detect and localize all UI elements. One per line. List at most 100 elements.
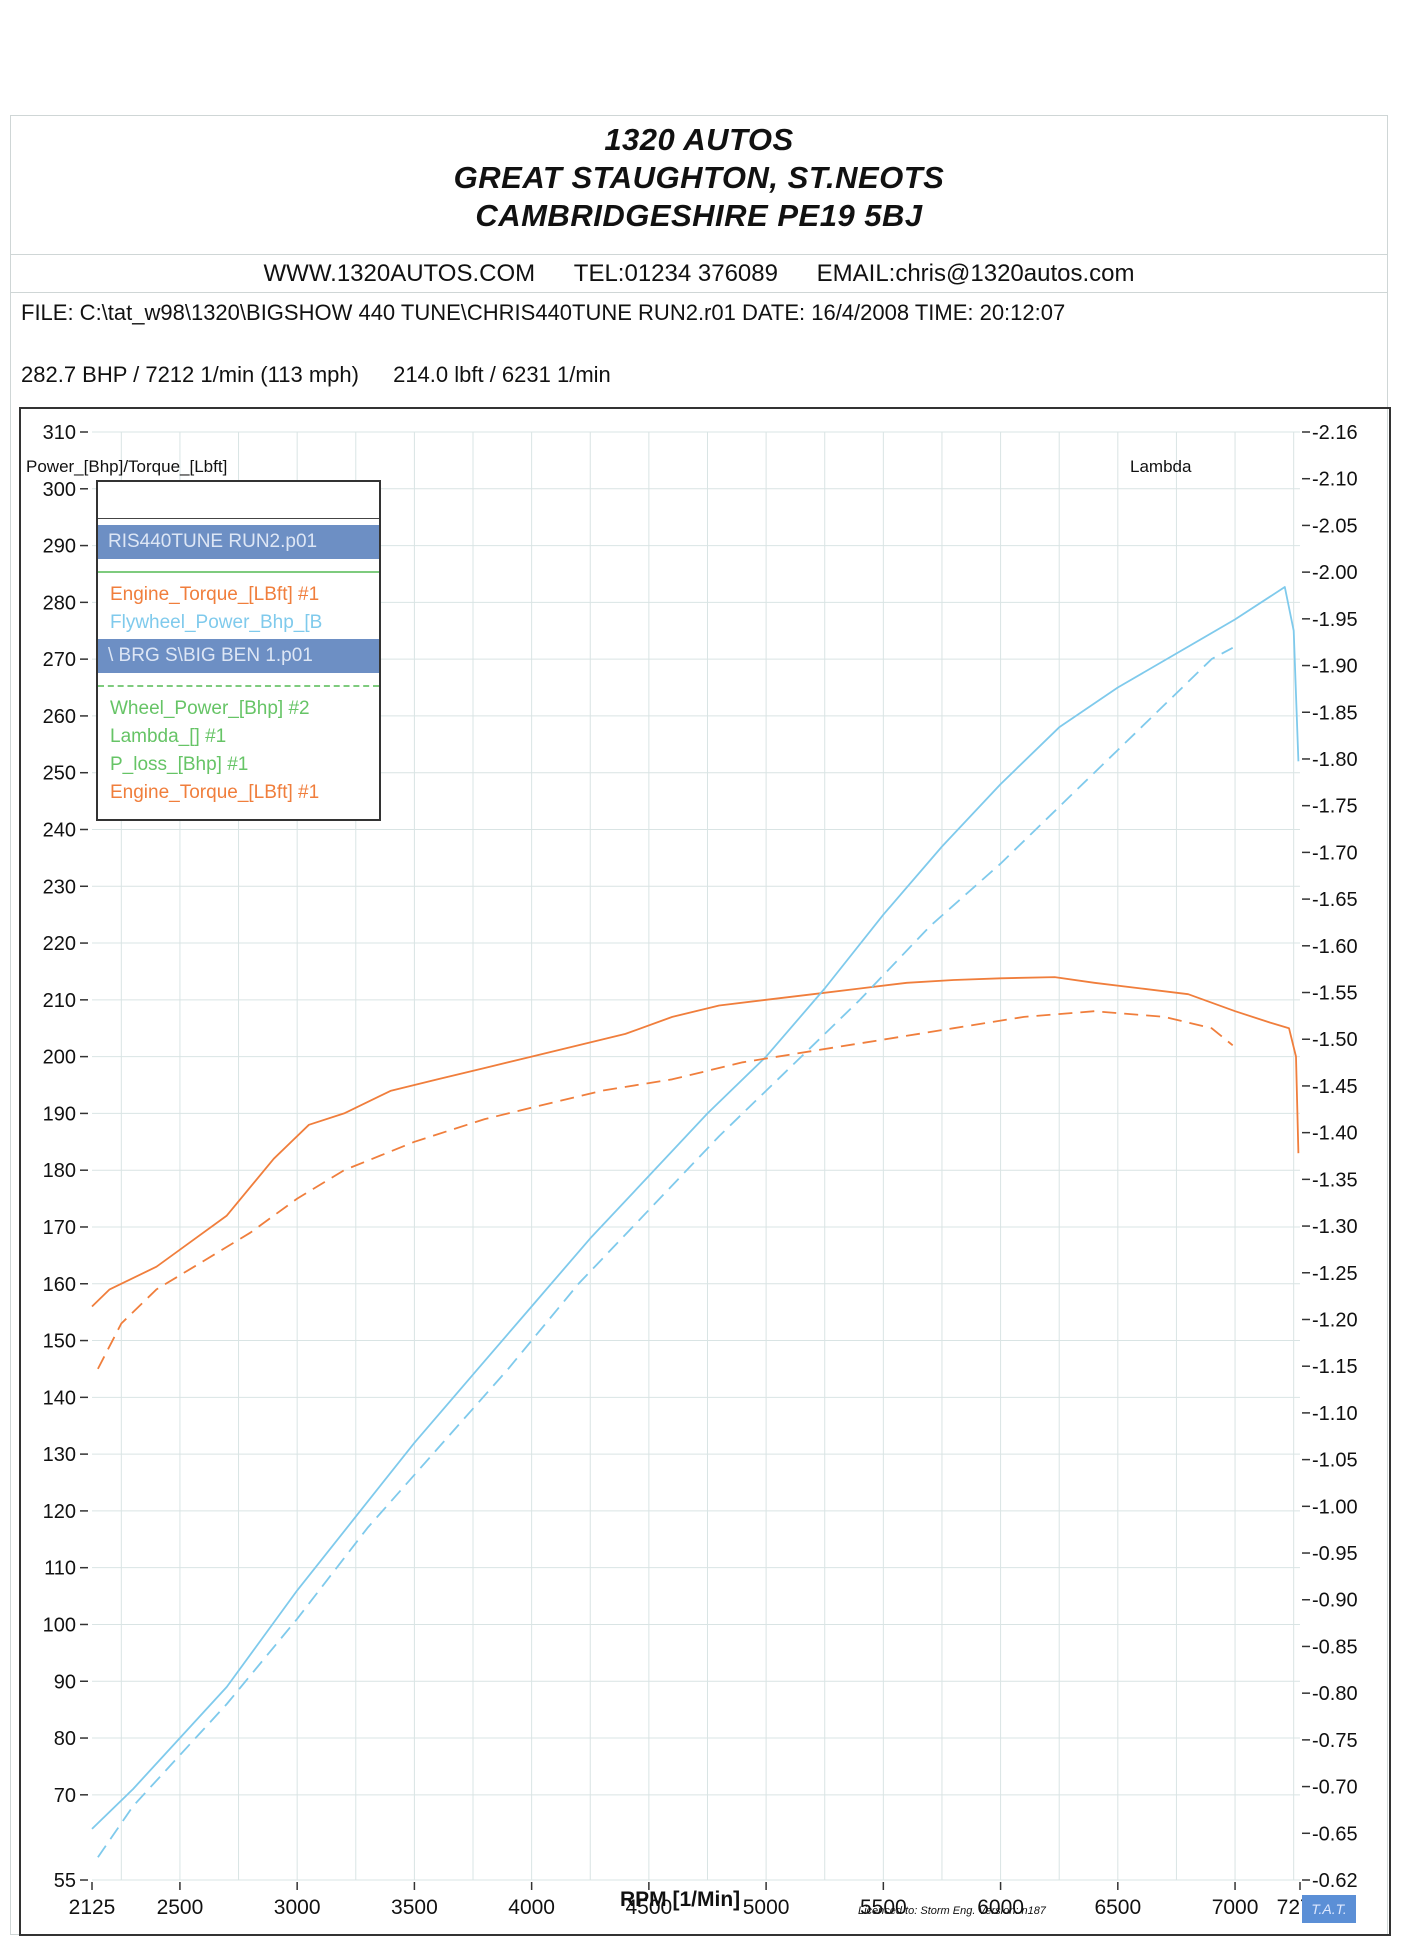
x-tick-label: 7000	[1212, 1896, 1259, 1919]
y2-tick-label: -1.15	[1312, 1356, 1358, 1378]
y-tick-label: 70	[54, 1785, 76, 1807]
y2-tick-label: -0.70	[1312, 1777, 1358, 1799]
legend-item-ploss[interactable]: P_loss_[Bhp] #1	[110, 754, 249, 775]
x-tick-label: 2500	[157, 1896, 204, 1919]
run-summary: 282.7 BHP / 7212 1/min (113 mph) 214.0 l…	[10, 355, 1388, 395]
series-line-wheel-power-bhp-2	[97, 647, 1234, 1858]
y-tick-label: 150	[43, 1331, 76, 1353]
legend-item-engine-torque[interactable]: Engine_Torque_[LBft] #1	[110, 584, 320, 605]
y-tick-label: 300	[43, 479, 76, 501]
series-line-flywheel-power-bhp-b	[91, 586, 1300, 1830]
x-tick-label: 3000	[274, 1896, 321, 1919]
y-tick-label: 130	[43, 1444, 76, 1466]
x-tick-label: 2125	[69, 1896, 116, 1919]
y2-tick-label: -1.00	[1312, 1496, 1358, 1518]
y-tick-label: 250	[43, 763, 76, 785]
y-axis-label: Power_[Bhp]/Torque_[Lbft]	[26, 457, 227, 476]
y-tick-label: 110	[44, 1558, 76, 1580]
legend-run1-file[interactable]: RIS440TUNE RUN2.p01	[98, 525, 379, 559]
contact-line: WWW.1320AUTOS.COM TEL:01234 376089 EMAIL…	[10, 255, 1388, 293]
y-tick-label: 220	[43, 933, 76, 955]
y-tick-label: 170	[43, 1217, 76, 1239]
y-tick-label: 290	[43, 536, 76, 558]
y-tick-label: 120	[43, 1501, 76, 1523]
legend-item-lambda[interactable]: Lambda_[] #1	[110, 726, 227, 747]
y2-tick-label: -2.05	[1312, 515, 1358, 537]
y-tick-label: 55	[54, 1870, 76, 1892]
x-tick-label: 5000	[743, 1896, 790, 1919]
y-tick-label: 210	[43, 990, 76, 1012]
x-tick-label: 6000	[977, 1896, 1024, 1919]
y2-tick-label: -1.85	[1312, 702, 1358, 724]
y2-tick-label: -0.65	[1312, 1823, 1358, 1845]
y-tick-label: 260	[43, 706, 76, 728]
y2-tick-label: -1.05	[1312, 1450, 1358, 1472]
axes: 55 70 80 90 100 110 120 130 140 150 160 170 180 190 20…	[43, 422, 1358, 1919]
x-tick-label: 5500	[860, 1896, 907, 1919]
website: WWW.1320AUTOS.COM	[263, 260, 536, 287]
y2-tick-label: -1.30	[1312, 1216, 1358, 1238]
y2-tick-label: -0.85	[1312, 1636, 1358, 1658]
tat-badge: T.A.T.	[1302, 1895, 1356, 1923]
y2-tick-label: -0.62	[1312, 1870, 1358, 1892]
y-tick-label: 270	[43, 649, 76, 671]
x-tick-label: 6500	[1094, 1896, 1141, 1919]
y-tick-label: 240	[43, 819, 76, 841]
y2-tick-label: -1.60	[1312, 936, 1358, 958]
y-tick-label: 180	[43, 1160, 76, 1182]
y-tick-label: 140	[43, 1387, 76, 1409]
y2-tick-label: -1.80	[1312, 749, 1358, 771]
y-tick-label: 160	[43, 1274, 76, 1296]
y2-tick-label: -1.35	[1312, 1169, 1358, 1191]
y-tick-label: 100	[43, 1614, 76, 1636]
y2-tick-label: -0.95	[1312, 1543, 1358, 1565]
y2-tick-label: -1.25	[1312, 1263, 1358, 1285]
email: EMAIL:chris@1320autos.com	[816, 260, 1135, 287]
legend-divider-dashed	[98, 685, 379, 687]
y2-tick-label: -2.00	[1312, 562, 1358, 584]
legend-item-wheel-power[interactable]: Wheel_Power_[Bhp] #2	[110, 698, 310, 719]
y2-tick-label: -0.75	[1312, 1730, 1358, 1752]
y-tick-label: 310	[43, 422, 76, 444]
peak-torque: 214.0 lbft / 6231 1/min	[393, 362, 611, 387]
y2-tick-label: -1.45	[1312, 1076, 1358, 1098]
y2-axis-label: Lambda	[1130, 457, 1192, 476]
series-line-engine-torque-lbft-2	[97, 1010, 1234, 1370]
y2-tick-label: -1.75	[1312, 796, 1358, 818]
x-tick-label: 3500	[391, 1896, 438, 1919]
legend-divider	[98, 571, 379, 573]
y2-tick-label: -0.90	[1312, 1590, 1358, 1612]
grid	[92, 431, 1300, 1881]
y2-tick-label: -1.10	[1312, 1403, 1358, 1425]
series-line-engine-torque-lbft-1	[91, 976, 1300, 1308]
legend-item-engine-torque-2[interactable]: Engine_Torque_[LBft] #1	[110, 782, 320, 803]
plot-frame	[19, 407, 1391, 1936]
y-tick-label: 280	[43, 592, 76, 614]
y2-tick-label: -1.70	[1312, 842, 1358, 864]
y2-tick-label: -1.90	[1312, 656, 1358, 678]
legend-run2-file[interactable]: \ BRG S\BIG BEN 1.p01	[98, 639, 379, 673]
y-tick-label: 90	[54, 1671, 76, 1693]
legend-header	[98, 482, 379, 519]
address-line-1: GREAT STAUGHTON, ST.NEOTS	[453, 160, 945, 195]
address-line-2: CAMBRIDGESHIRE PE19 5BJ	[475, 198, 923, 233]
y2-tick-label: -2.16	[1312, 422, 1358, 444]
y2-tick-label: -1.20	[1312, 1309, 1358, 1331]
legend-item-flywheel-power[interactable]: Flywheel_Power_Bhp_[B	[110, 612, 323, 633]
y2-tick-label: -1.95	[1312, 609, 1358, 631]
company-name: 1320 AUTOS	[604, 122, 794, 157]
y-tick-label: 80	[54, 1728, 76, 1750]
license-text: Licenced to: Storm Eng. Version: n187	[858, 1905, 1046, 1917]
y2-tick-label: -0.80	[1312, 1683, 1358, 1705]
legend[interactable]: RIS440TUNE RUN2.p01 Engine_Torque_[LBft]…	[96, 480, 381, 821]
y2-tick-label: -1.55	[1312, 983, 1358, 1005]
title-block: 1320 AUTOS GREAT STAUGHTON, ST.NEOTS CAM…	[10, 115, 1388, 255]
y2-tick-label: -1.40	[1312, 1123, 1358, 1145]
x-tick-label: 4500	[626, 1896, 673, 1919]
peak-power: 282.7 BHP / 7212 1/min (113 mph)	[21, 362, 359, 387]
y-tick-label: 190	[43, 1103, 76, 1125]
x-axis-label: RPM [1/Min]	[620, 1888, 740, 1911]
x-tick-label: 4000	[508, 1896, 555, 1919]
file-info: FILE: C:\tat_w98\1320\BIGSHOW 440 TUNE\C…	[10, 293, 1388, 333]
